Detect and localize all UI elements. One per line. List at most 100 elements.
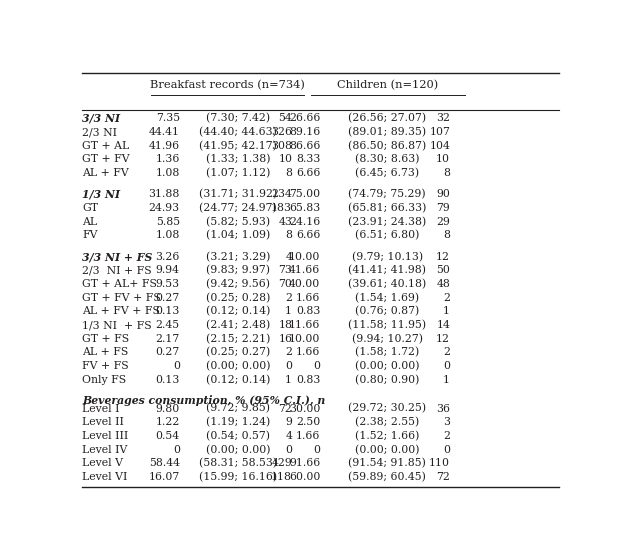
Text: 73: 73: [278, 265, 292, 275]
Text: 1/3 NI: 1/3 NI: [82, 189, 120, 200]
Text: 90: 90: [436, 189, 450, 199]
Text: (0.00; 0.00): (0.00; 0.00): [206, 361, 270, 371]
Text: 0: 0: [173, 361, 180, 371]
Text: 26.66: 26.66: [289, 113, 321, 123]
Text: 36: 36: [436, 403, 450, 413]
Text: Breakfast records (n=734): Breakfast records (n=734): [150, 80, 305, 90]
Text: 43: 43: [278, 217, 292, 227]
Text: 2: 2: [443, 348, 450, 358]
Text: GT + FV: GT + FV: [82, 155, 129, 165]
Text: 6.66: 6.66: [296, 168, 321, 178]
Text: 2.45: 2.45: [156, 320, 180, 330]
Text: Children (n=120): Children (n=120): [337, 80, 438, 90]
Text: 429: 429: [271, 458, 292, 468]
Text: 2.17: 2.17: [156, 334, 180, 344]
Text: (24.77; 24.97): (24.77; 24.97): [199, 203, 277, 213]
Text: (0.00; 0.00): (0.00; 0.00): [355, 361, 419, 371]
Text: Level VI: Level VI: [82, 472, 127, 482]
Text: (23.91; 24.38): (23.91; 24.38): [348, 217, 426, 227]
Text: 0: 0: [285, 445, 292, 455]
Text: 41.96: 41.96: [149, 141, 180, 151]
Text: 10.00: 10.00: [289, 252, 321, 262]
Text: FV: FV: [82, 230, 98, 240]
Text: 60.00: 60.00: [289, 472, 321, 482]
Text: 0.13: 0.13: [156, 306, 180, 316]
Text: (9.83; 9.97): (9.83; 9.97): [206, 265, 270, 276]
Text: (31.71; 31.92): (31.71; 31.92): [199, 189, 277, 200]
Text: 0: 0: [443, 361, 450, 371]
Text: 75.00: 75.00: [289, 189, 321, 199]
Text: 1.08: 1.08: [156, 168, 180, 178]
Text: 5.85: 5.85: [156, 217, 180, 227]
Text: (9.42; 9.56): (9.42; 9.56): [206, 279, 270, 289]
Text: 30.00: 30.00: [289, 403, 321, 413]
Text: 3/3 NI + FS: 3/3 NI + FS: [82, 251, 152, 262]
Text: 0.27: 0.27: [156, 348, 180, 358]
Text: 86.66: 86.66: [289, 141, 321, 151]
Text: 104: 104: [429, 141, 450, 151]
Text: 0.83: 0.83: [296, 375, 321, 385]
Text: 1/3 NI  + FS: 1/3 NI + FS: [82, 320, 152, 330]
Text: 2: 2: [285, 293, 292, 302]
Text: 2: 2: [285, 348, 292, 358]
Text: (8.30; 8.63): (8.30; 8.63): [355, 155, 419, 165]
Text: 308: 308: [271, 141, 292, 151]
Text: (0.80; 0.90): (0.80; 0.90): [355, 374, 419, 385]
Text: 6.66: 6.66: [296, 230, 321, 240]
Text: GT + AL: GT + AL: [82, 141, 129, 151]
Text: (9.94; 10.27): (9.94; 10.27): [352, 334, 422, 344]
Text: 8.33: 8.33: [296, 155, 321, 165]
Text: 107: 107: [429, 127, 450, 137]
Text: FV + FS: FV + FS: [82, 361, 129, 371]
Text: (9.72; 9.85): (9.72; 9.85): [206, 403, 270, 413]
Text: (2.38; 2.55): (2.38; 2.55): [355, 417, 419, 427]
Text: 10.00: 10.00: [289, 334, 321, 344]
Text: (2.15; 2.21): (2.15; 2.21): [206, 334, 270, 344]
Text: 2/3  NI + FS: 2/3 NI + FS: [82, 265, 152, 275]
Text: 0: 0: [443, 445, 450, 455]
Text: 40.00: 40.00: [289, 279, 321, 289]
Text: 4: 4: [286, 252, 292, 262]
Text: (9.79; 10.13): (9.79; 10.13): [352, 252, 422, 262]
Text: 2.50: 2.50: [296, 417, 321, 427]
Text: (6.51; 6.80): (6.51; 6.80): [355, 230, 419, 240]
Text: 91.66: 91.66: [289, 458, 321, 468]
Text: (89.01; 89.35): (89.01; 89.35): [348, 127, 426, 137]
Text: 72: 72: [436, 472, 450, 482]
Text: (0.25; 0.27): (0.25; 0.27): [206, 347, 270, 358]
Text: 24.16: 24.16: [289, 217, 321, 227]
Text: 70: 70: [278, 279, 292, 289]
Text: 12: 12: [436, 334, 450, 344]
Text: 72: 72: [278, 403, 292, 413]
Text: 1.66: 1.66: [296, 293, 321, 302]
Text: (15.99; 16.16): (15.99; 16.16): [199, 472, 277, 482]
Text: 11.66: 11.66: [289, 320, 321, 330]
Text: GT + AL+ FS: GT + AL+ FS: [82, 279, 157, 289]
Text: 32: 32: [436, 113, 450, 123]
Text: 1.22: 1.22: [156, 417, 180, 427]
Text: 9.53: 9.53: [156, 279, 180, 289]
Text: GT: GT: [82, 203, 98, 213]
Text: 0: 0: [313, 445, 321, 455]
Text: 0.27: 0.27: [156, 293, 180, 302]
Text: 8: 8: [285, 230, 292, 240]
Text: (0.12; 0.14): (0.12; 0.14): [206, 306, 270, 316]
Text: 110: 110: [429, 458, 450, 468]
Text: (1.04; 1.09): (1.04; 1.09): [206, 230, 270, 240]
Text: 1: 1: [443, 306, 450, 316]
Text: 3/3 NI: 3/3 NI: [82, 113, 120, 124]
Text: (6.45; 6.73): (6.45; 6.73): [355, 168, 419, 179]
Text: Level I: Level I: [82, 403, 119, 413]
Text: 8: 8: [443, 230, 450, 240]
Text: (11.58; 11.95): (11.58; 11.95): [348, 320, 426, 330]
Text: 41.66: 41.66: [289, 265, 321, 275]
Text: (58.31; 58.53): (58.31; 58.53): [199, 458, 277, 468]
Text: (1.52; 1.66): (1.52; 1.66): [355, 431, 419, 441]
Text: 2: 2: [443, 431, 450, 441]
Text: 18: 18: [278, 320, 292, 330]
Text: (1.33; 1.38): (1.33; 1.38): [206, 155, 270, 165]
Text: 16: 16: [278, 334, 292, 344]
Text: 9: 9: [286, 417, 292, 427]
Text: 10: 10: [436, 155, 450, 165]
Text: 3: 3: [443, 417, 450, 427]
